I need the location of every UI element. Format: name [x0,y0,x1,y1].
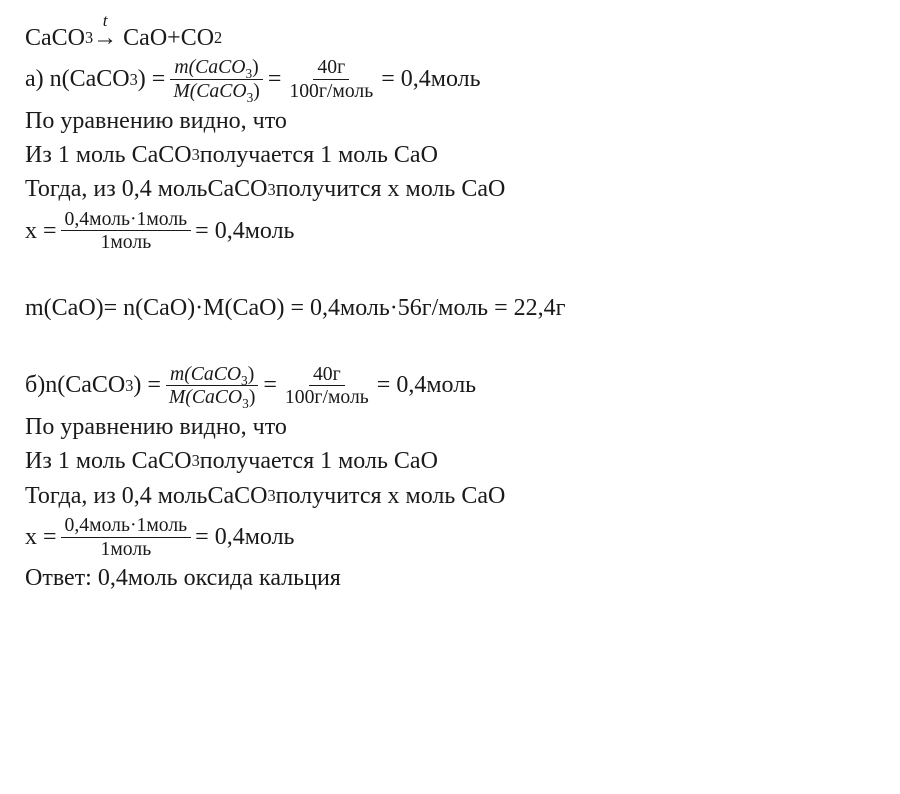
answer-line: Ответ: 0,4моль оксида кальция [25,562,875,594]
x-eq: x = [25,215,57,247]
frac3b-num: 0,4моль·1моль [61,514,192,538]
line-x-eq-b: x = 0,4моль·1моль 1моль = 0,4моль [25,514,875,560]
frac3-num: 0,4моль·1моль [61,208,192,232]
frac1b-den-sub: 3 [242,396,249,411]
co2: CO [181,22,214,54]
frac2b-den: 100г/моль [281,386,373,409]
x-result: = 0,4моль [195,215,294,247]
eq-sign-1: = [268,63,282,95]
arrow-with-t: t → [93,22,117,54]
frac1-num-post: ) [252,56,259,78]
frac2-den: 100г/моль [285,80,377,103]
b-close: ) = [133,369,161,401]
a-label: a) n(CaCO [25,63,130,95]
l4b: получается 1 моль CaO [200,139,438,171]
line-5b: Тогда, из 0,4 мольCaCO3 получится х моль… [25,480,875,512]
frac1b-den-pre: M(CaCO [169,386,242,408]
frac3-den: 1моль [97,231,156,254]
frac3: 0,4моль·1моль 1моль [61,208,192,254]
b-label: б)n(CaCO [25,369,125,401]
frac2-num: 40г [313,56,349,80]
equation-line-1: CaCO3 t → CaO + CO2 [25,22,875,54]
b-result: = 0,4моль [377,369,476,401]
line-4: Из 1 моль CaCO3 получается 1 моль CaO [25,139,875,171]
l5a: Тогда, из 0,4 мольCaCO [25,173,267,205]
l4a: Из 1 моль CaCO [25,139,192,171]
frac-m-over-M-b: m(CaCO3) M(CaCO3) [165,363,259,409]
line-b-ncaco3: б)n(CaCO 3 ) = m(CaCO3) M(CaCO3) = 40г 100… [25,363,875,409]
line-3b: По уравнению видно, что [25,411,875,443]
frac1-num-pre: m(CaCO [174,56,245,78]
answer: Ответ: 0,4моль оксида кальция [25,562,341,594]
t-label: t [103,9,108,32]
eq-sign-2: = [263,369,277,401]
a-result: = 0,4моль [381,63,480,95]
mcao: m(CaO)= n(CaO)·M(CaO) = 0,4моль·56г/моль… [25,292,565,324]
frac2b-num: 40г [309,363,345,387]
line-5: Тогда, из 0,4 мольCaCO3 получится х моль… [25,173,875,205]
frac-m-over-M: m(CaCO3) M(CaCO3) [169,56,263,102]
frac3b-den: 1моль [97,538,156,561]
plus: + [167,22,181,54]
x-eq-b: x = [25,521,57,553]
frac1b-num-post: ) [248,363,255,385]
frac1-den-pre: M(CaCO [173,80,246,102]
frac-40-over-100: 40г 100г/моль [285,56,377,102]
frac1b-den-post: ) [249,386,256,408]
l5ba: Тогда, из 0,4 мольCaCO [25,480,267,512]
cao: CaO [123,22,167,54]
frac3b: 0,4моль·1моль 1моль [61,514,192,560]
frac1-den-post: ) [253,80,260,102]
line-mcao: m(CaO)= n(CaO)·M(CaO) = 0,4моль·56г/моль… [25,292,875,324]
frac-40-over-100-b: 40г 100г/моль [281,363,373,409]
l5bb: получится х моль CaO [276,480,506,512]
l5b: получится х моль CaO [276,173,506,205]
l4ba: Из 1 моль CaCO [25,445,192,477]
line-x-eq: x = 0,4моль·1моль 1моль = 0,4моль [25,208,875,254]
l3b: По уравнению видно, что [25,411,287,443]
frac1b-num-pre: m(CaCO [170,363,241,385]
caco3: CaCO [25,22,85,54]
line-3: По уравнению видно, что [25,105,875,137]
line-4b: Из 1 моль CaCO3 получается 1 моль CaO [25,445,875,477]
x-result-b: = 0,4моль [195,521,294,553]
l4bb: получается 1 моль CaO [200,445,438,477]
line-a-ncaco3: a) n(CaCO3) = m(CaCO3) M(CaCO3) = 40г 10… [25,56,875,102]
a-close: ) = [138,63,166,95]
l3: По уравнению видно, что [25,105,287,137]
